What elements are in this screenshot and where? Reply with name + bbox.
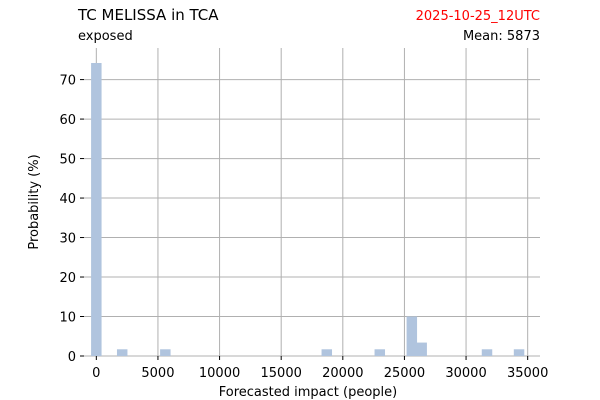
forecast-timestamp: 2025-10-25_12UTC bbox=[416, 9, 540, 24]
x-tick-label: 10000 bbox=[199, 366, 240, 381]
y-tick-label: 40 bbox=[59, 192, 76, 207]
x-tick-label: 35000 bbox=[507, 366, 548, 381]
histogram-bar bbox=[160, 349, 171, 356]
y-tick-label: 20 bbox=[59, 271, 76, 286]
y-axis-ticks: 0 10 20 30 40 50 60 70 bbox=[59, 74, 84, 365]
histogram-bar bbox=[513, 349, 525, 356]
x-tick-label: 30000 bbox=[445, 366, 486, 381]
x-tick-label: 25000 bbox=[384, 366, 425, 381]
x-tick-label: 20000 bbox=[322, 366, 363, 381]
x-tick-label: 15000 bbox=[261, 366, 302, 381]
y-tick-label: 30 bbox=[59, 232, 76, 247]
mean-value-label: Mean: 5873 bbox=[463, 29, 540, 44]
histogram-bar bbox=[91, 63, 102, 356]
x-axis-label: Forecasted impact (people) bbox=[219, 385, 397, 400]
histogram-bar bbox=[406, 316, 418, 356]
x-axis-ticks: 0 5000 10000 15000 20000 25000 30000 35000 bbox=[92, 356, 548, 381]
histogram-bar bbox=[374, 349, 386, 356]
histogram-bar bbox=[416, 342, 427, 356]
y-axis-label: Probability (%) bbox=[27, 154, 42, 249]
y-tick-label: 70 bbox=[59, 74, 76, 89]
y-tick-label: 50 bbox=[59, 153, 76, 168]
grid-lines bbox=[84, 48, 540, 357]
x-tick-label: 5000 bbox=[141, 366, 174, 381]
y-tick-label: 10 bbox=[59, 311, 76, 326]
histogram-bar bbox=[481, 349, 493, 356]
chart-title: TC MELISSA in TCA bbox=[77, 6, 219, 24]
bar-series bbox=[91, 63, 525, 356]
y-tick-label: 60 bbox=[59, 113, 76, 128]
x-tick-label: 0 bbox=[92, 366, 100, 381]
y-tick-label: 0 bbox=[68, 350, 76, 365]
histogram-bar bbox=[321, 349, 333, 356]
histogram-bar bbox=[116, 349, 128, 356]
chart-subtitle: exposed bbox=[78, 29, 133, 44]
